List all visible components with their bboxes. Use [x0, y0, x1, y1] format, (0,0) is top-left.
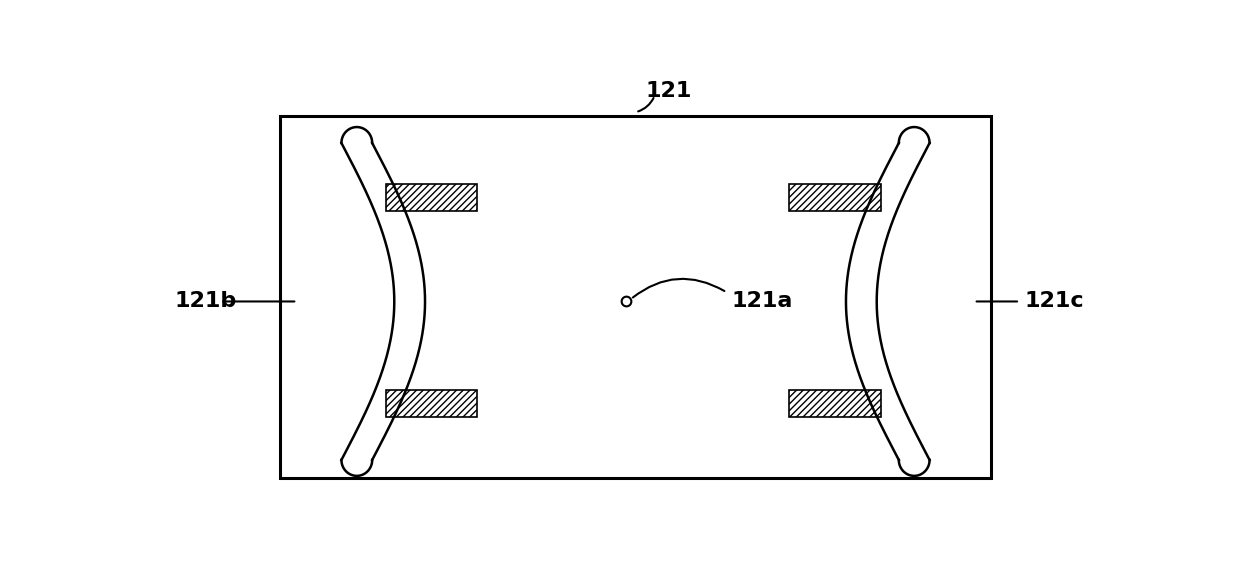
Text: 121c: 121c — [1024, 292, 1084, 312]
Bar — [789, 183, 880, 211]
Text: 121: 121 — [646, 81, 692, 101]
Text: 121a: 121a — [732, 292, 792, 312]
Text: 121b: 121b — [174, 292, 237, 312]
Bar — [386, 183, 477, 211]
Bar — [386, 390, 477, 417]
Bar — [789, 390, 880, 417]
Bar — [280, 116, 991, 478]
